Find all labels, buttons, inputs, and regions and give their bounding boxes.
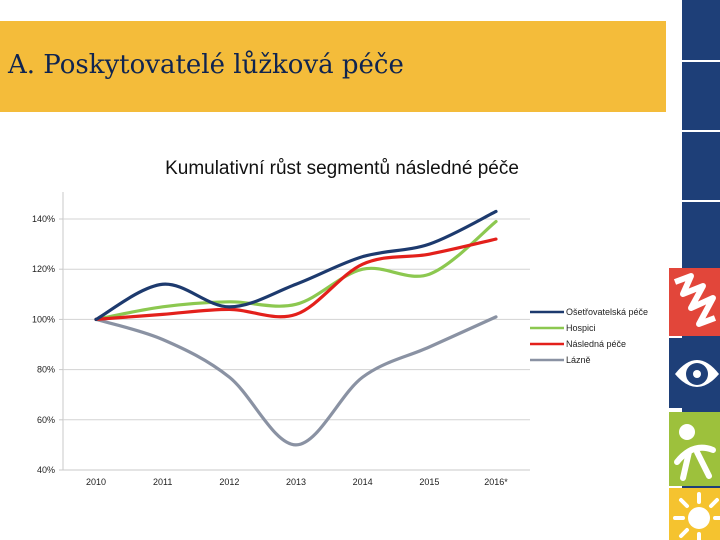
chart-series [94,209,498,447]
strip-line [682,60,720,62]
series-line-2 [94,237,498,321]
x-tick-label: 2011 [153,477,172,487]
zigzag-icon [673,273,717,327]
series-line-3 [94,315,498,447]
legend-label: Ošetřovatelská péče [566,307,648,317]
y-tick-label: 80% [37,365,55,375]
eye-highlight-icon [693,370,701,378]
slide-title: A. Poskytovatelé lůžková péče [8,50,404,80]
x-tick-label: 2015 [419,477,439,487]
x-tick-label: 2012 [219,477,239,487]
x-tick-label: 2013 [286,477,306,487]
legend-label: Lázně [566,355,591,365]
y-tick-label: 40% [37,465,55,475]
chart-legend: Ošetřovatelská péče Hospici Následná péče L… [530,307,648,365]
x-tick-label: 2016* [484,477,508,487]
legend-label: Hospici [566,323,596,333]
x-tick-label: 2010 [86,477,106,487]
y-tick-label: 100% [32,314,55,324]
series-line-0 [94,209,498,321]
sun-icon [688,507,710,529]
chart: Kumulativní růst segmentů následné péče … [32,158,648,487]
title-bar [0,21,666,112]
y-tick-label: 120% [32,264,55,274]
chart-title: Kumulativní růst segmentů následné péče [165,158,519,179]
legend-label: Následná péče [566,339,626,349]
figure-body-icon [674,444,716,481]
red-zigzag-tile [669,268,720,336]
figure-head-icon [679,424,695,440]
y-tick-label: 60% [37,415,55,425]
y-tick-label: 140% [32,214,55,224]
yellow-sun-tile [669,488,720,540]
sun-rays-icon [673,492,720,540]
chart-axes: 40% 60% 80% 100% 120% 140% 2010 2011 2012 2013 201… [32,192,530,487]
series-line-1 [94,219,498,321]
strip-line [682,200,720,202]
green-figure-tile [669,412,720,486]
x-tick-label: 2014 [353,477,373,487]
strip-line [682,130,720,132]
eye-tile [669,338,720,408]
